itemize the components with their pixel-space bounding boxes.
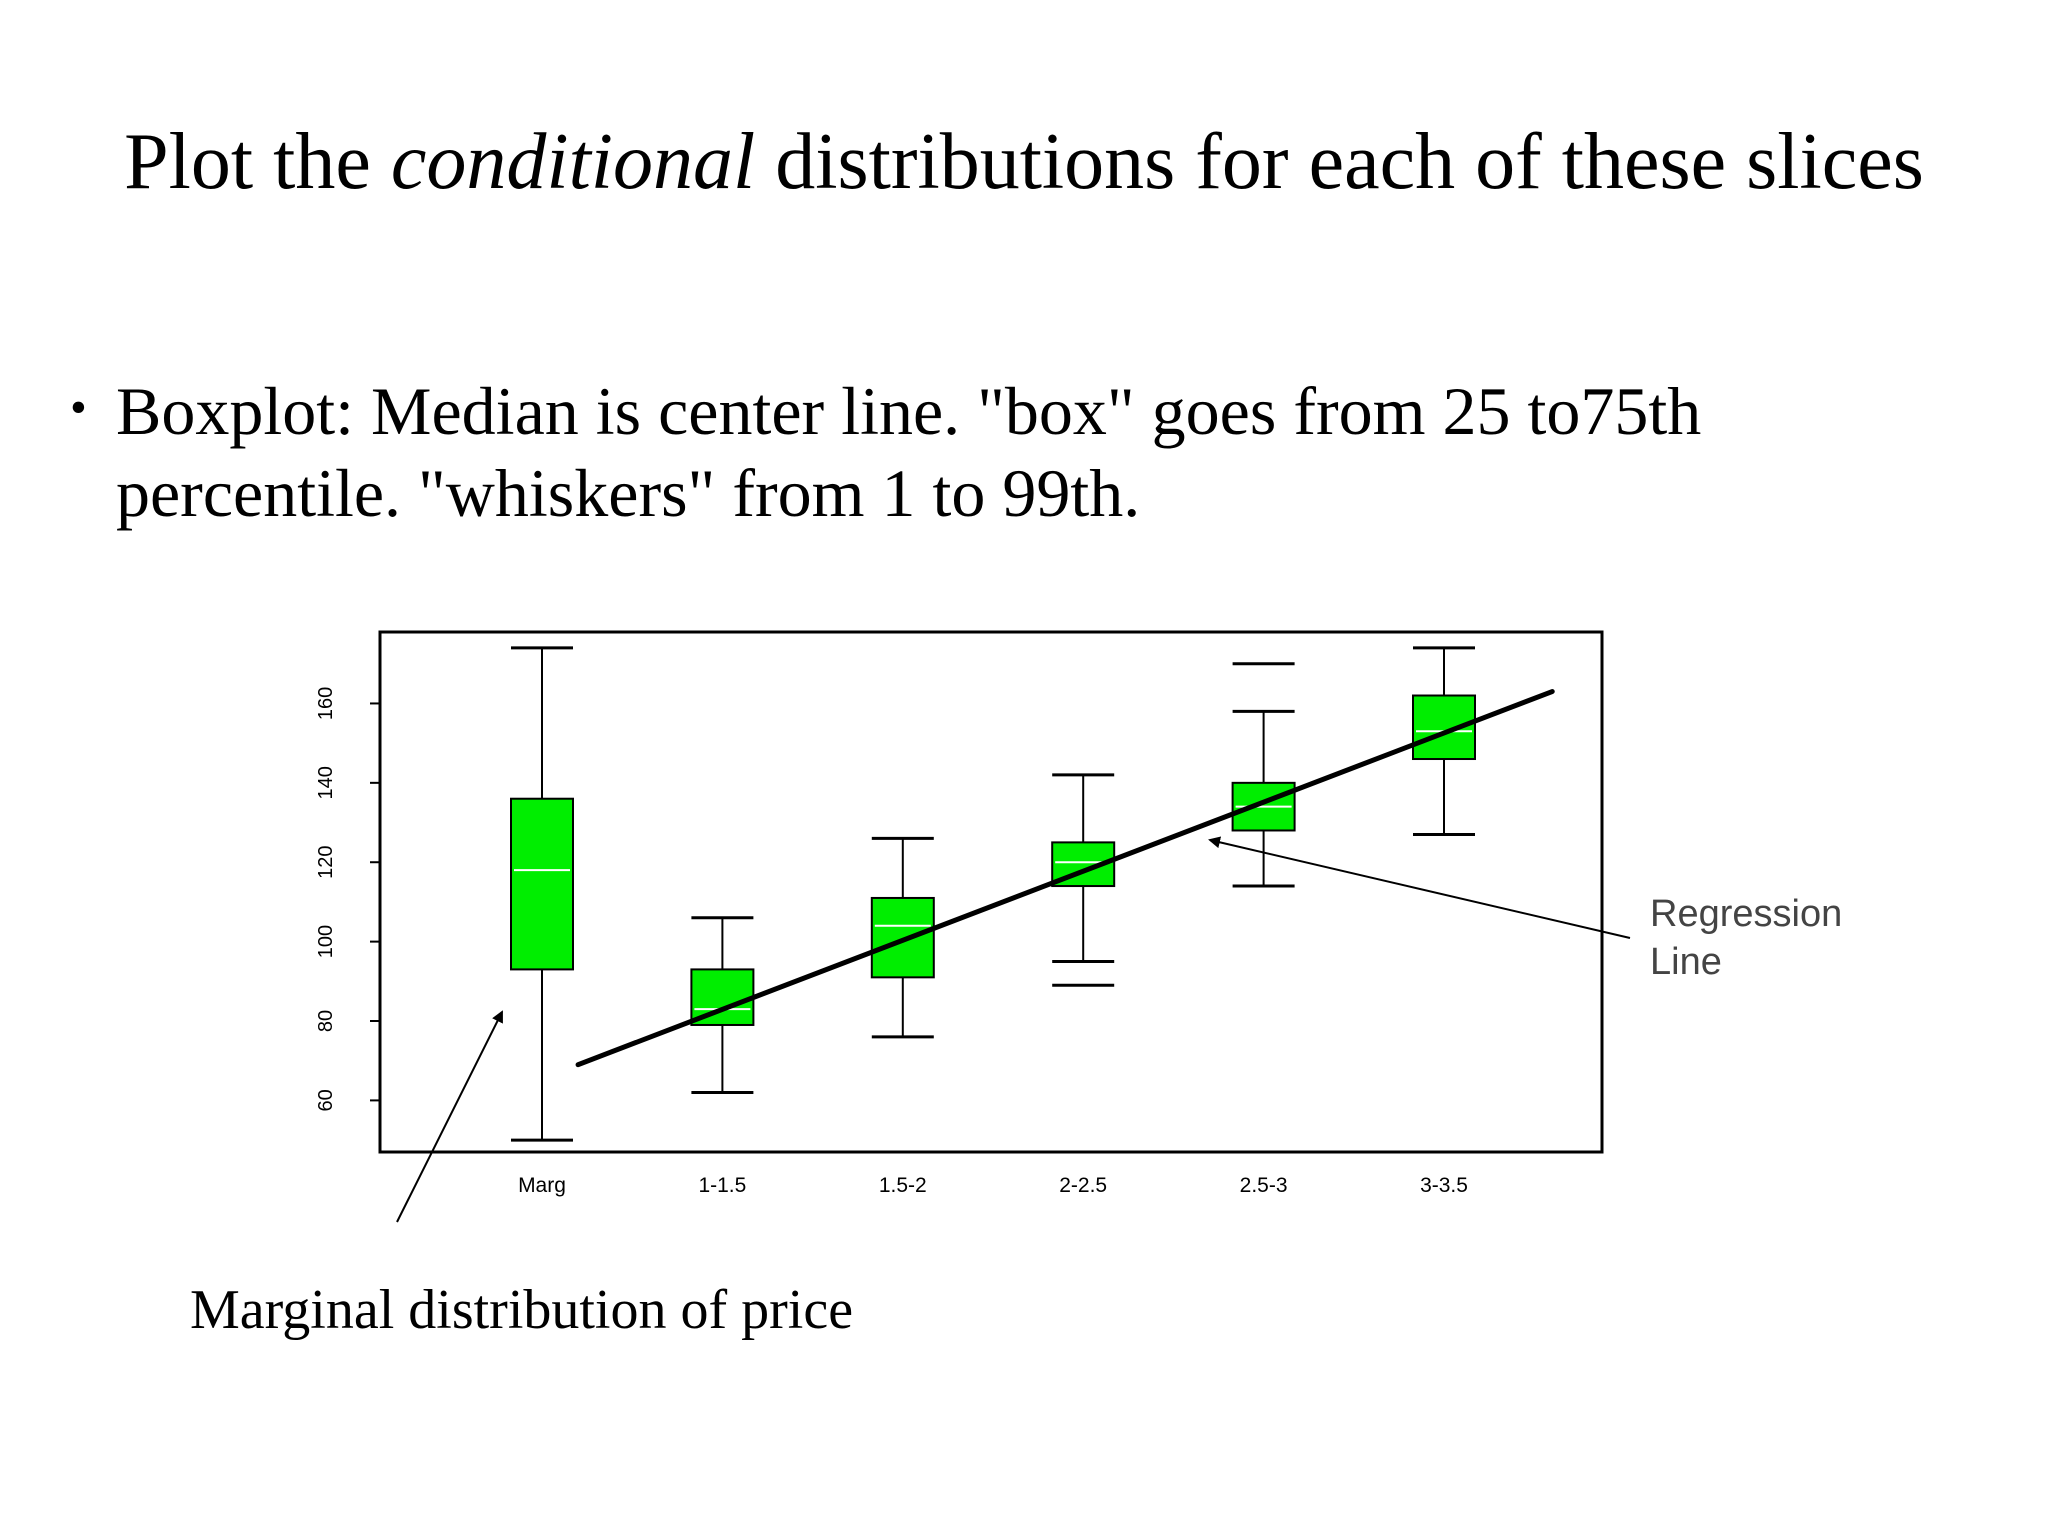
x-axis: Marg 1-1.5 1.5-2 2-2.5 2.5-3 3-3.5 bbox=[518, 1174, 1468, 1197]
y-axis: 60 80 100 120 140 160 bbox=[315, 687, 380, 1112]
boxes-group bbox=[510, 646, 1476, 1142]
y-tick-label: 100 bbox=[315, 925, 337, 958]
plot-frame bbox=[378, 630, 1604, 1154]
title-italic-word: conditional bbox=[390, 118, 756, 206]
marginal-caption: Marginal distribution of price bbox=[190, 1279, 854, 1341]
regression-annotation-line1: Regression bbox=[1650, 893, 1843, 935]
y-tick-label: 60 bbox=[315, 1089, 337, 1111]
regression-arrow bbox=[1208, 836, 1631, 939]
x-tick-label: Marg bbox=[518, 1174, 566, 1197]
y-tick-label: 120 bbox=[315, 846, 337, 879]
y-tick-label: 140 bbox=[315, 766, 337, 799]
x-tick-label: 2-2.5 bbox=[1059, 1174, 1107, 1197]
y-tick-label: 160 bbox=[315, 687, 337, 720]
marginal-arrow bbox=[396, 1010, 503, 1223]
x-tick-label: 3-3.5 bbox=[1420, 1174, 1468, 1197]
title-part-1: Plot the bbox=[124, 118, 391, 206]
regression-annotation-line2: Line bbox=[1650, 941, 1722, 983]
x-tick-label: 1-1.5 bbox=[698, 1174, 746, 1197]
slide-title: Plot the conditional distributions for e… bbox=[0, 112, 2048, 212]
title-part-2: distributions for each of these slices bbox=[755, 118, 1924, 206]
bullet-icon: • bbox=[70, 381, 87, 434]
regression-annotation: Regression Line bbox=[1650, 890, 1842, 986]
y-tick-label: 80 bbox=[315, 1010, 337, 1032]
box bbox=[510, 797, 574, 971]
regression-group bbox=[575, 689, 1555, 1068]
regression-line bbox=[575, 689, 1555, 1068]
bullet-text: Boxplot: Median is center line. "box" go… bbox=[116, 373, 1702, 531]
x-tick-label: 1.5-2 bbox=[879, 1174, 927, 1197]
boxplot-Marg bbox=[510, 646, 574, 1142]
x-tick-label: 2.5-3 bbox=[1240, 1174, 1288, 1197]
